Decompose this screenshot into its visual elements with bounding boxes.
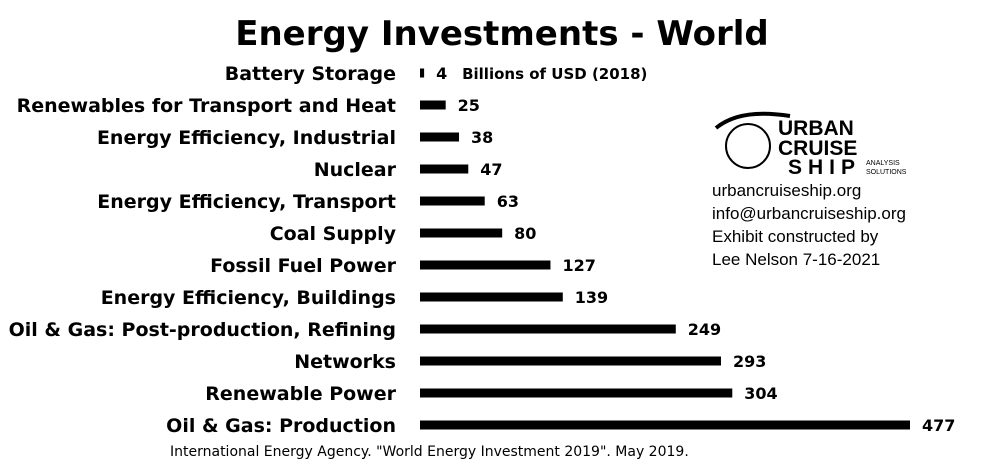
category-label: Renewables for Transport and Heat <box>17 95 396 117</box>
bar <box>420 388 733 398</box>
value-label: 38 <box>471 128 493 147</box>
logo-swoosh <box>714 111 791 130</box>
value-label: 25 <box>458 96 480 115</box>
value-label: 304 <box>744 384 777 403</box>
bar <box>420 324 676 334</box>
chart-title: Energy Investments - World <box>235 14 769 54</box>
credit-website: urbancruiseship.org <box>712 181 861 200</box>
logo-word-urban: URBAN <box>778 117 854 140</box>
category-label: Energy Efficiency, Buildings <box>101 287 396 309</box>
value-label: 139 <box>575 288 608 307</box>
bar <box>420 356 721 366</box>
value-label: 4 <box>436 64 447 83</box>
value-label: 47 <box>480 160 502 179</box>
bar <box>420 292 563 302</box>
category-label: Renewable Power <box>205 383 396 405</box>
category-label: Battery Storage <box>225 63 396 85</box>
category-label: Energy Efficiency, Transport <box>97 191 396 213</box>
category-label: Oil & Gas: Production <box>166 415 396 437</box>
bar <box>420 100 446 110</box>
bar <box>420 196 485 206</box>
value-label: 127 <box>562 256 595 275</box>
value-label: 80 <box>514 224 536 243</box>
urban-cruise-ship-logo: URBAN CRUISE SHIP ANALYSIS SOLUTIONS <box>714 111 907 179</box>
value-label: 63 <box>497 192 519 211</box>
category-label: Coal Supply <box>270 223 397 245</box>
bar <box>420 228 503 238</box>
source-note: International Energy Agency. "World Ener… <box>170 444 689 460</box>
credit-author-date: Lee Nelson 7-16-2021 <box>712 250 880 269</box>
bar <box>420 164 469 174</box>
logo-word-ship: SHIP <box>788 156 861 179</box>
credit-constructed-by: Exhibit constructed by <box>712 227 879 246</box>
logo-globe-outline <box>725 123 771 169</box>
category-label: Nuclear <box>314 159 397 181</box>
value-label: 477 <box>922 416 955 435</box>
category-label: Energy Efficiency, Industrial <box>97 127 396 149</box>
bar-group: Battery Storage 4 Billions of USD (2018) Re… <box>9 63 956 437</box>
category-label: Networks <box>294 351 396 373</box>
bar <box>420 68 425 78</box>
category-label: Fossil Fuel Power <box>210 255 397 277</box>
credit-email: info@urbancruiseship.org <box>712 204 906 223</box>
category-label: Oil & Gas: Post-production, Refining <box>9 319 396 341</box>
units-label: Billions of USD (2018) <box>462 65 647 83</box>
logo-tag-analysis: ANALYSIS <box>866 160 900 167</box>
logo-word-cruise: CRUISE <box>778 137 857 160</box>
value-label: 249 <box>688 320 721 339</box>
value-label: 293 <box>733 352 766 371</box>
bar <box>420 420 910 430</box>
bar <box>420 132 460 142</box>
bar <box>420 260 551 270</box>
logo-tag-solutions: SOLUTIONS <box>866 169 907 176</box>
